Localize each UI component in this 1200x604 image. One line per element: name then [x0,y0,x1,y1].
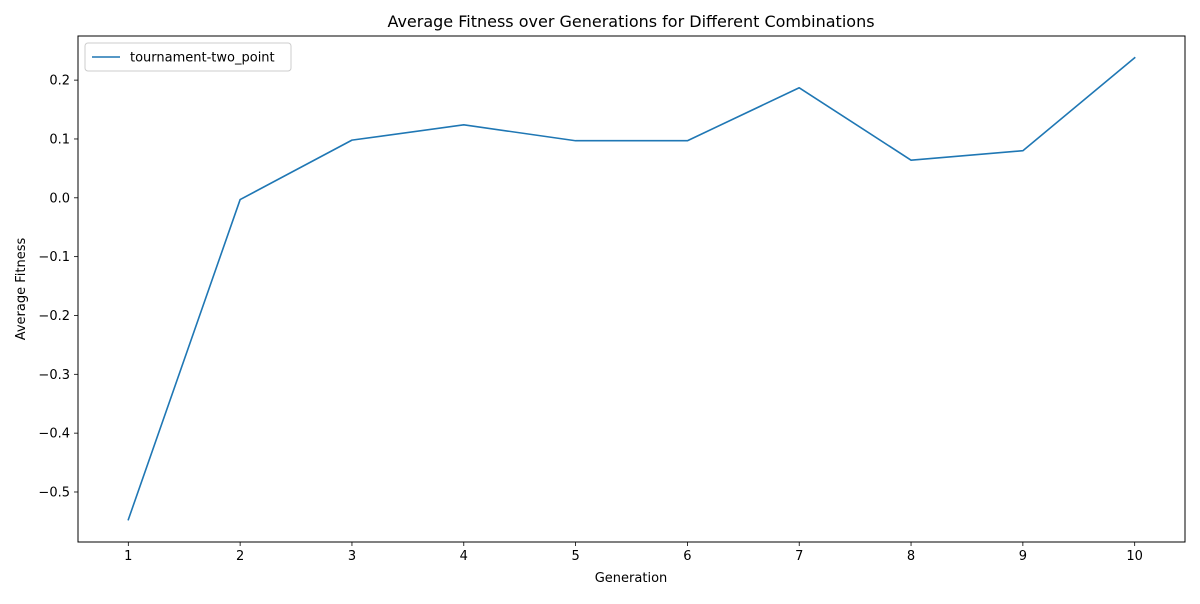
y-tick-label: −0.2 [38,309,70,324]
x-tick-label: 9 [1019,549,1027,564]
legend: tournament-two_point [85,43,291,71]
x-tick-label: 6 [683,549,691,564]
x-tick-label: 1 [124,549,132,564]
chart-title: Average Fitness over Generations for Dif… [387,12,874,31]
x-tick-label: 3 [348,549,356,564]
y-tick-label: −0.5 [38,485,70,500]
x-tick-label: 7 [795,549,803,564]
legend-label: tournament-two_point [130,51,275,66]
y-tick-label: 0.2 [49,74,70,89]
x-tick-label: 10 [1126,549,1143,564]
y-axis-label: Average Fitness [14,238,29,341]
x-tick-label: 5 [571,549,579,564]
x-tick-label: 8 [907,549,915,564]
x-tick-label: 2 [236,549,244,564]
x-axis-label: Generation [595,571,668,586]
y-tick-label: 0.1 [49,132,70,147]
y-tick-label: −0.1 [38,250,70,265]
y-tick-label: −0.4 [38,427,70,442]
y-tick-label: −0.3 [38,368,70,383]
y-tick-label: 0.0 [49,191,70,206]
x-tick-label: 4 [460,549,468,564]
